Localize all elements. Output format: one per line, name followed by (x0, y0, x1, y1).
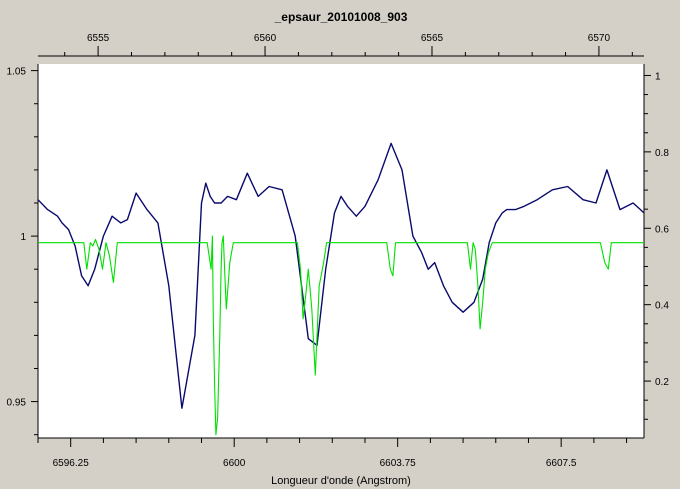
right-y-tick-label: 1 (655, 71, 661, 82)
observed-spectrum-line (37, 142, 645, 409)
right-y-axis: 0.2 0.4 0.6 0.8 1 (644, 71, 669, 420)
left-y-tick-label: 1 (20, 232, 26, 243)
right-y-tick-label: 0.2 (655, 377, 669, 388)
bottom-x-axis: 6596.25 6600 6603.75 6607.5 (37, 438, 628, 469)
bottom-x-tick-label: 6596.25 (53, 458, 90, 469)
top-x-axis: 6555 6560 6565 6570 (64, 33, 633, 56)
top-x-tick-label: 6560 (254, 33, 277, 44)
top-x-tick-label: 6565 (421, 33, 444, 44)
x-axis-label: Longueur d'onde (Angstrom) (271, 475, 411, 487)
top-x-tick-label: 6570 (588, 33, 611, 44)
bottom-x-tick-label: 6600 (223, 458, 246, 469)
chart-title: _epsaur_20101008_903 (274, 10, 408, 24)
right-y-tick-label: 0.8 (655, 148, 669, 159)
series-group (37, 142, 645, 436)
left-y-tick-label: 0.95 (7, 398, 27, 409)
left-y-tick-label: 1.05 (7, 67, 27, 78)
left-y-axis: 0.95 1 1.05 (7, 67, 38, 436)
top-x-tick-label: 6555 (87, 33, 110, 44)
plot-area (38, 64, 644, 438)
telluric-spectrum-line (38, 235, 644, 436)
right-y-tick-label: 0.6 (655, 224, 669, 235)
bottom-x-tick-label: 6603.75 (380, 458, 417, 469)
right-y-tick-label: 0.4 (655, 301, 669, 312)
bottom-x-tick-label: 6607.5 (546, 458, 577, 469)
